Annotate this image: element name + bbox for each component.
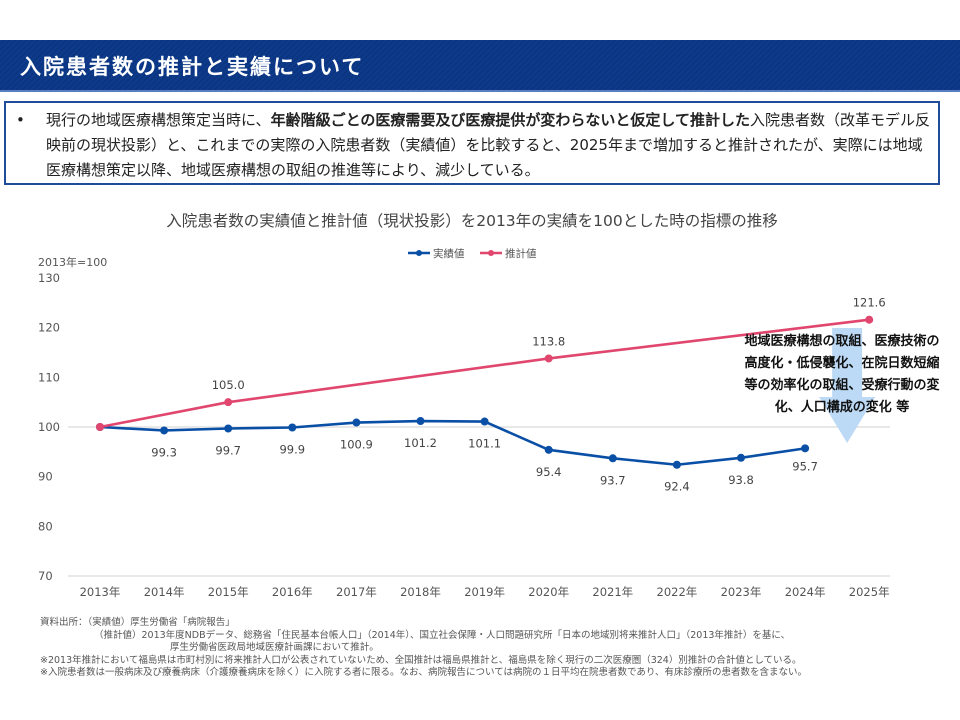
data-label: 93.8 — [728, 473, 754, 487]
x-tick-label: 2020年 — [528, 585, 569, 599]
summary-text-part2: 入院患者数（改革モデル反映前の現状投影）と、これまでの実際の入院患者数（実績値）… — [46, 111, 930, 179]
y-axis-label: 2013年=100 — [38, 255, 107, 269]
data-point-actual — [416, 417, 425, 426]
x-tick-label: 2024年 — [785, 585, 826, 599]
data-point-actual — [672, 460, 681, 469]
legend-label: 推計値 — [505, 247, 537, 260]
footnote-inpatient-scope: ※入院患者数は一般病床及び療養病床（介護療養病床を除く）に入院する者に限る。なお… — [40, 667, 808, 678]
data-point-actual — [224, 424, 233, 433]
x-tick-label: 2023年 — [721, 585, 762, 599]
footnote-fukushima: ※2013年推計において福島県は市町村別に将来推計人口が公表されていないため、全… — [40, 654, 802, 666]
data-label: 101.1 — [468, 437, 501, 451]
data-label: 92.4 — [664, 480, 690, 494]
y-tick-label: 130 — [38, 271, 60, 285]
data-point-actual — [352, 418, 361, 427]
x-tick-label: 2021年 — [592, 585, 633, 599]
x-tick-label: 2013年 — [80, 585, 121, 599]
data-label: 113.8 — [532, 334, 565, 348]
footnote-source-actual: 資料出所：（実績値）厚生労働省「病院報告」 — [40, 617, 235, 628]
data-point-actual — [737, 453, 745, 462]
data-label: 105.0 — [212, 378, 245, 392]
y-tick-label: 90 — [38, 470, 53, 484]
x-tick-label: 2025年 — [849, 585, 890, 599]
bullet: • — [16, 111, 25, 129]
annotation-line: 化、人口構成の変化 等 — [775, 399, 910, 415]
annotation-line: 地域医療構想の取組、医療技術の — [744, 333, 939, 349]
page-title: 入院患者数の推計と実績について — [20, 55, 365, 79]
data-point-actual — [544, 445, 553, 454]
legend-marker-1 — [488, 250, 494, 256]
chart-title: 入院患者数の実績値と推計値（現状投影）を2013年の実績を100とした時の指標の… — [166, 211, 778, 230]
y-tick-label: 100 — [38, 420, 60, 434]
data-point-actual — [608, 454, 617, 463]
data-point-actual — [480, 417, 489, 426]
data-label: 101.2 — [404, 436, 437, 450]
summary-text-bold: 年齢階級ごとの医療需要及び医療提供が変わらないと仮定して推計した — [270, 111, 750, 129]
y-tick-label: 80 — [38, 519, 53, 533]
y-tick-label: 120 — [38, 321, 60, 335]
data-point-projected — [544, 354, 553, 363]
data-label: 121.6 — [853, 296, 886, 310]
annotation-line: 等の効率化の取組、受療行動の変 — [743, 377, 939, 393]
y-tick-label: 70 — [38, 569, 53, 583]
data-label: 95.4 — [536, 465, 562, 479]
data-label: 99.9 — [279, 442, 305, 456]
data-label: 99.3 — [151, 445, 177, 459]
x-tick-label: 2016年 — [272, 585, 313, 599]
summary-box: • 現行の地域医療構想策定当時に、年齢階級ごとの医療需要及び医療提供が変わらない… — [4, 101, 940, 185]
data-label: 100.9 — [340, 438, 373, 452]
summary-text: 現行の地域医療構想策定当時に、年齢階級ごとの医療需要及び医療提供が変わらないと仮… — [46, 108, 936, 183]
x-tick-label: 2017年 — [336, 585, 377, 599]
grid — [68, 426, 890, 577]
series-line-projected — [99, 318, 870, 429]
annotation-arrow-layer — [819, 328, 876, 443]
footnote-source-projected-cont: 厚生労働省医政局地域医療計画課において推計。 — [170, 642, 379, 653]
data-label: 95.7 — [792, 459, 818, 473]
y-tick-label: 110 — [38, 370, 60, 384]
annotation: 地域医療構想の取組、医療技術の高度化・低侵襲化、在院日数短縮等の効率化の取組、受… — [743, 333, 939, 415]
x-tick-label: 2018年 — [400, 585, 441, 599]
data-labels-layer: 99.3 99.7 99.9 100.9 101.2 101.1 95.4 93.7 92.4 9… — [151, 296, 885, 494]
legend-label: 実績値 — [433, 247, 465, 260]
series-line-actual — [99, 419, 806, 467]
footnote-source-projected: （推計値）2013年度NDBデータ、総務省「住民基本台帳人口」（2014年）、国… — [94, 629, 791, 641]
data-point-actual — [801, 444, 810, 453]
legend: 実績値 推計値 — [408, 247, 537, 260]
x-axis: 2013年 2014年 2015年 2016年 2017年 2018年 2019年 2020年… — [80, 585, 890, 599]
data-label: 99.7 — [215, 443, 241, 457]
y-axis: 70 80 90 100 110 120 130 — [38, 271, 60, 583]
x-tick-label: 2019年 — [464, 585, 505, 599]
data-point-actual — [288, 423, 297, 432]
line-chart: 入院患者数の実績値と推計値（現状投影）を2013年の実績を100とした時の指標の… — [38, 211, 940, 599]
x-tick-label: 2015年 — [208, 585, 249, 599]
footnotes: 資料出所：（実績値）厚生労働省「病院報告」 （推計値）2013年度NDBデータ、… — [40, 617, 940, 680]
summary-text-part1: 現行の地域医療構想策定当時に、 — [46, 111, 271, 129]
data-point-actual — [160, 426, 169, 435]
chart-area: 入院患者数の実績値と推計値（現状投影）を2013年の実績を100とした時の指標の… — [0, 195, 960, 615]
series-layer — [96, 315, 874, 469]
data-point-projected — [224, 398, 233, 407]
annotation-line: 高度化・低侵襲化、在院日数短縮 — [744, 355, 939, 371]
down-arrow-icon — [819, 328, 876, 443]
data-point-projected — [865, 315, 874, 324]
x-tick-label: 2022年 — [657, 585, 698, 599]
legend-marker-0 — [416, 250, 422, 256]
x-tick-label: 2014年 — [144, 585, 185, 599]
data-point-projected — [96, 423, 104, 431]
header-bar: 入院患者数の推計と実績について — [0, 40, 960, 92]
data-label: 93.7 — [600, 473, 626, 487]
